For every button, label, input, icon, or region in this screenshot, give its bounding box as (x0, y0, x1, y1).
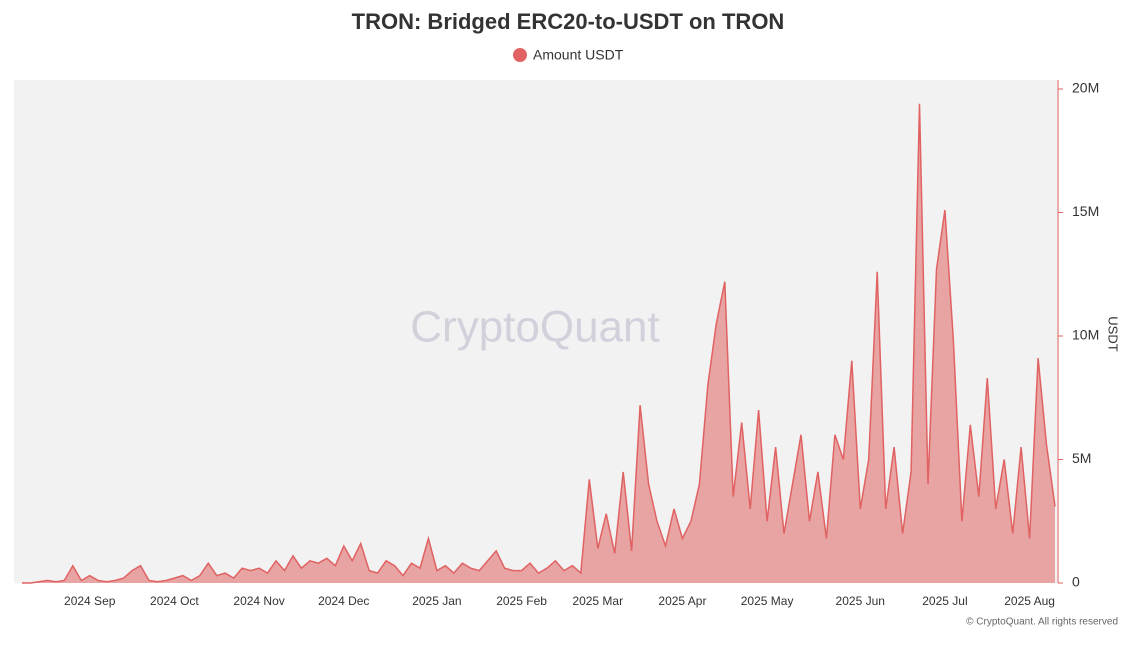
y-axis-title: USDT (1106, 316, 1121, 351)
y-tick-label: 15M (1072, 203, 1099, 219)
x-tick-label: 2024 Sep (64, 594, 116, 608)
x-tick-label: 2024 Dec (318, 594, 369, 608)
x-tick-label: 2025 Apr (658, 594, 706, 608)
x-tick-label: 2025 Jul (922, 594, 967, 608)
x-tick-label: 2025 Feb (496, 594, 547, 608)
y-tick-label: 0 (1072, 574, 1080, 590)
chart-title: TRON: Bridged ERC20-to-USDT on TRON (352, 9, 785, 34)
x-tick-label: 2025 Jun (836, 594, 885, 608)
x-tick-label: 2024 Oct (150, 594, 199, 608)
watermark: CryptoQuant (410, 303, 659, 352)
x-tick-label: 2025 May (741, 594, 794, 608)
footer: © CryptoQuant. All rights reserved (966, 617, 1118, 628)
y-tick-label: 10M (1072, 327, 1099, 343)
line (22, 103, 1056, 584)
x-tick-label: 2024 Nov (233, 594, 284, 608)
y-tick-label: 20M (1072, 80, 1099, 96)
x-tick-label: 2025 Aug (1004, 594, 1055, 608)
y-tick-label: 5M (1072, 450, 1091, 466)
legend-swatch (513, 48, 527, 62)
x-tick-label: 2025 Jan (412, 594, 461, 608)
legend-label: Amount USDT (533, 47, 624, 63)
x-tick-label: 2025 Mar (572, 594, 623, 608)
